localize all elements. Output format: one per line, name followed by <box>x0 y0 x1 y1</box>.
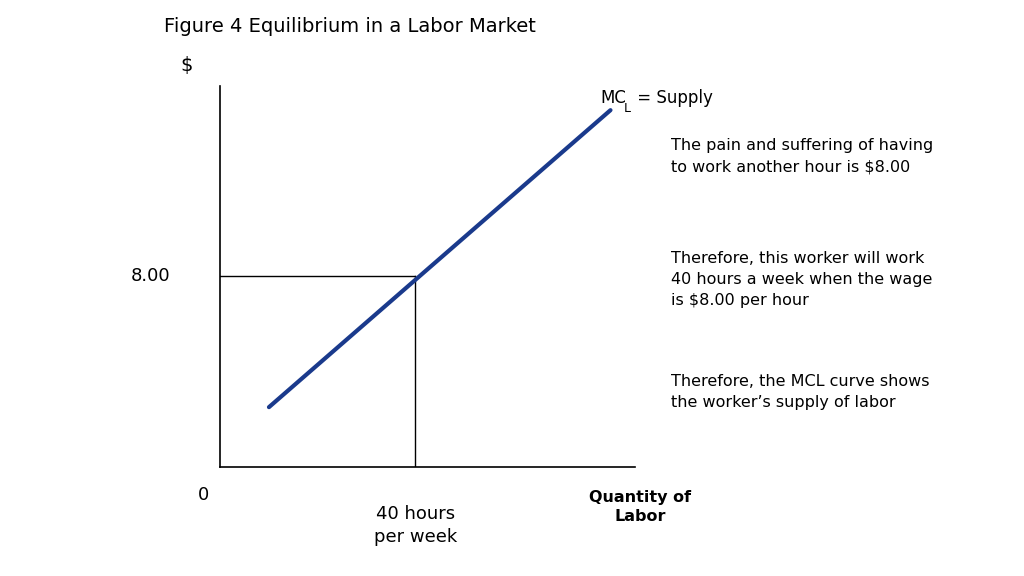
Text: The pain and suffering of having
to work another hour is $8.00: The pain and suffering of having to work… <box>671 138 933 175</box>
Text: Therefore, the MCL curve shows
the worker’s supply of labor: Therefore, the MCL curve shows the worke… <box>671 374 929 410</box>
Text: $: $ <box>181 56 194 75</box>
Text: Therefore, this worker will work
40 hours a week when the wage
is $8.00 per hour: Therefore, this worker will work 40 hour… <box>671 251 932 308</box>
Text: = Supply: = Supply <box>632 89 713 107</box>
Text: MC: MC <box>600 89 626 107</box>
Text: 40 hours
per week: 40 hours per week <box>374 505 457 546</box>
Text: Figure 4 Equilibrium in a Labor Market: Figure 4 Equilibrium in a Labor Market <box>164 17 536 36</box>
Text: 0: 0 <box>198 486 209 503</box>
Text: Quantity of
Labor: Quantity of Labor <box>589 490 691 524</box>
Text: L: L <box>624 103 631 115</box>
Text: 8.00: 8.00 <box>131 267 170 286</box>
